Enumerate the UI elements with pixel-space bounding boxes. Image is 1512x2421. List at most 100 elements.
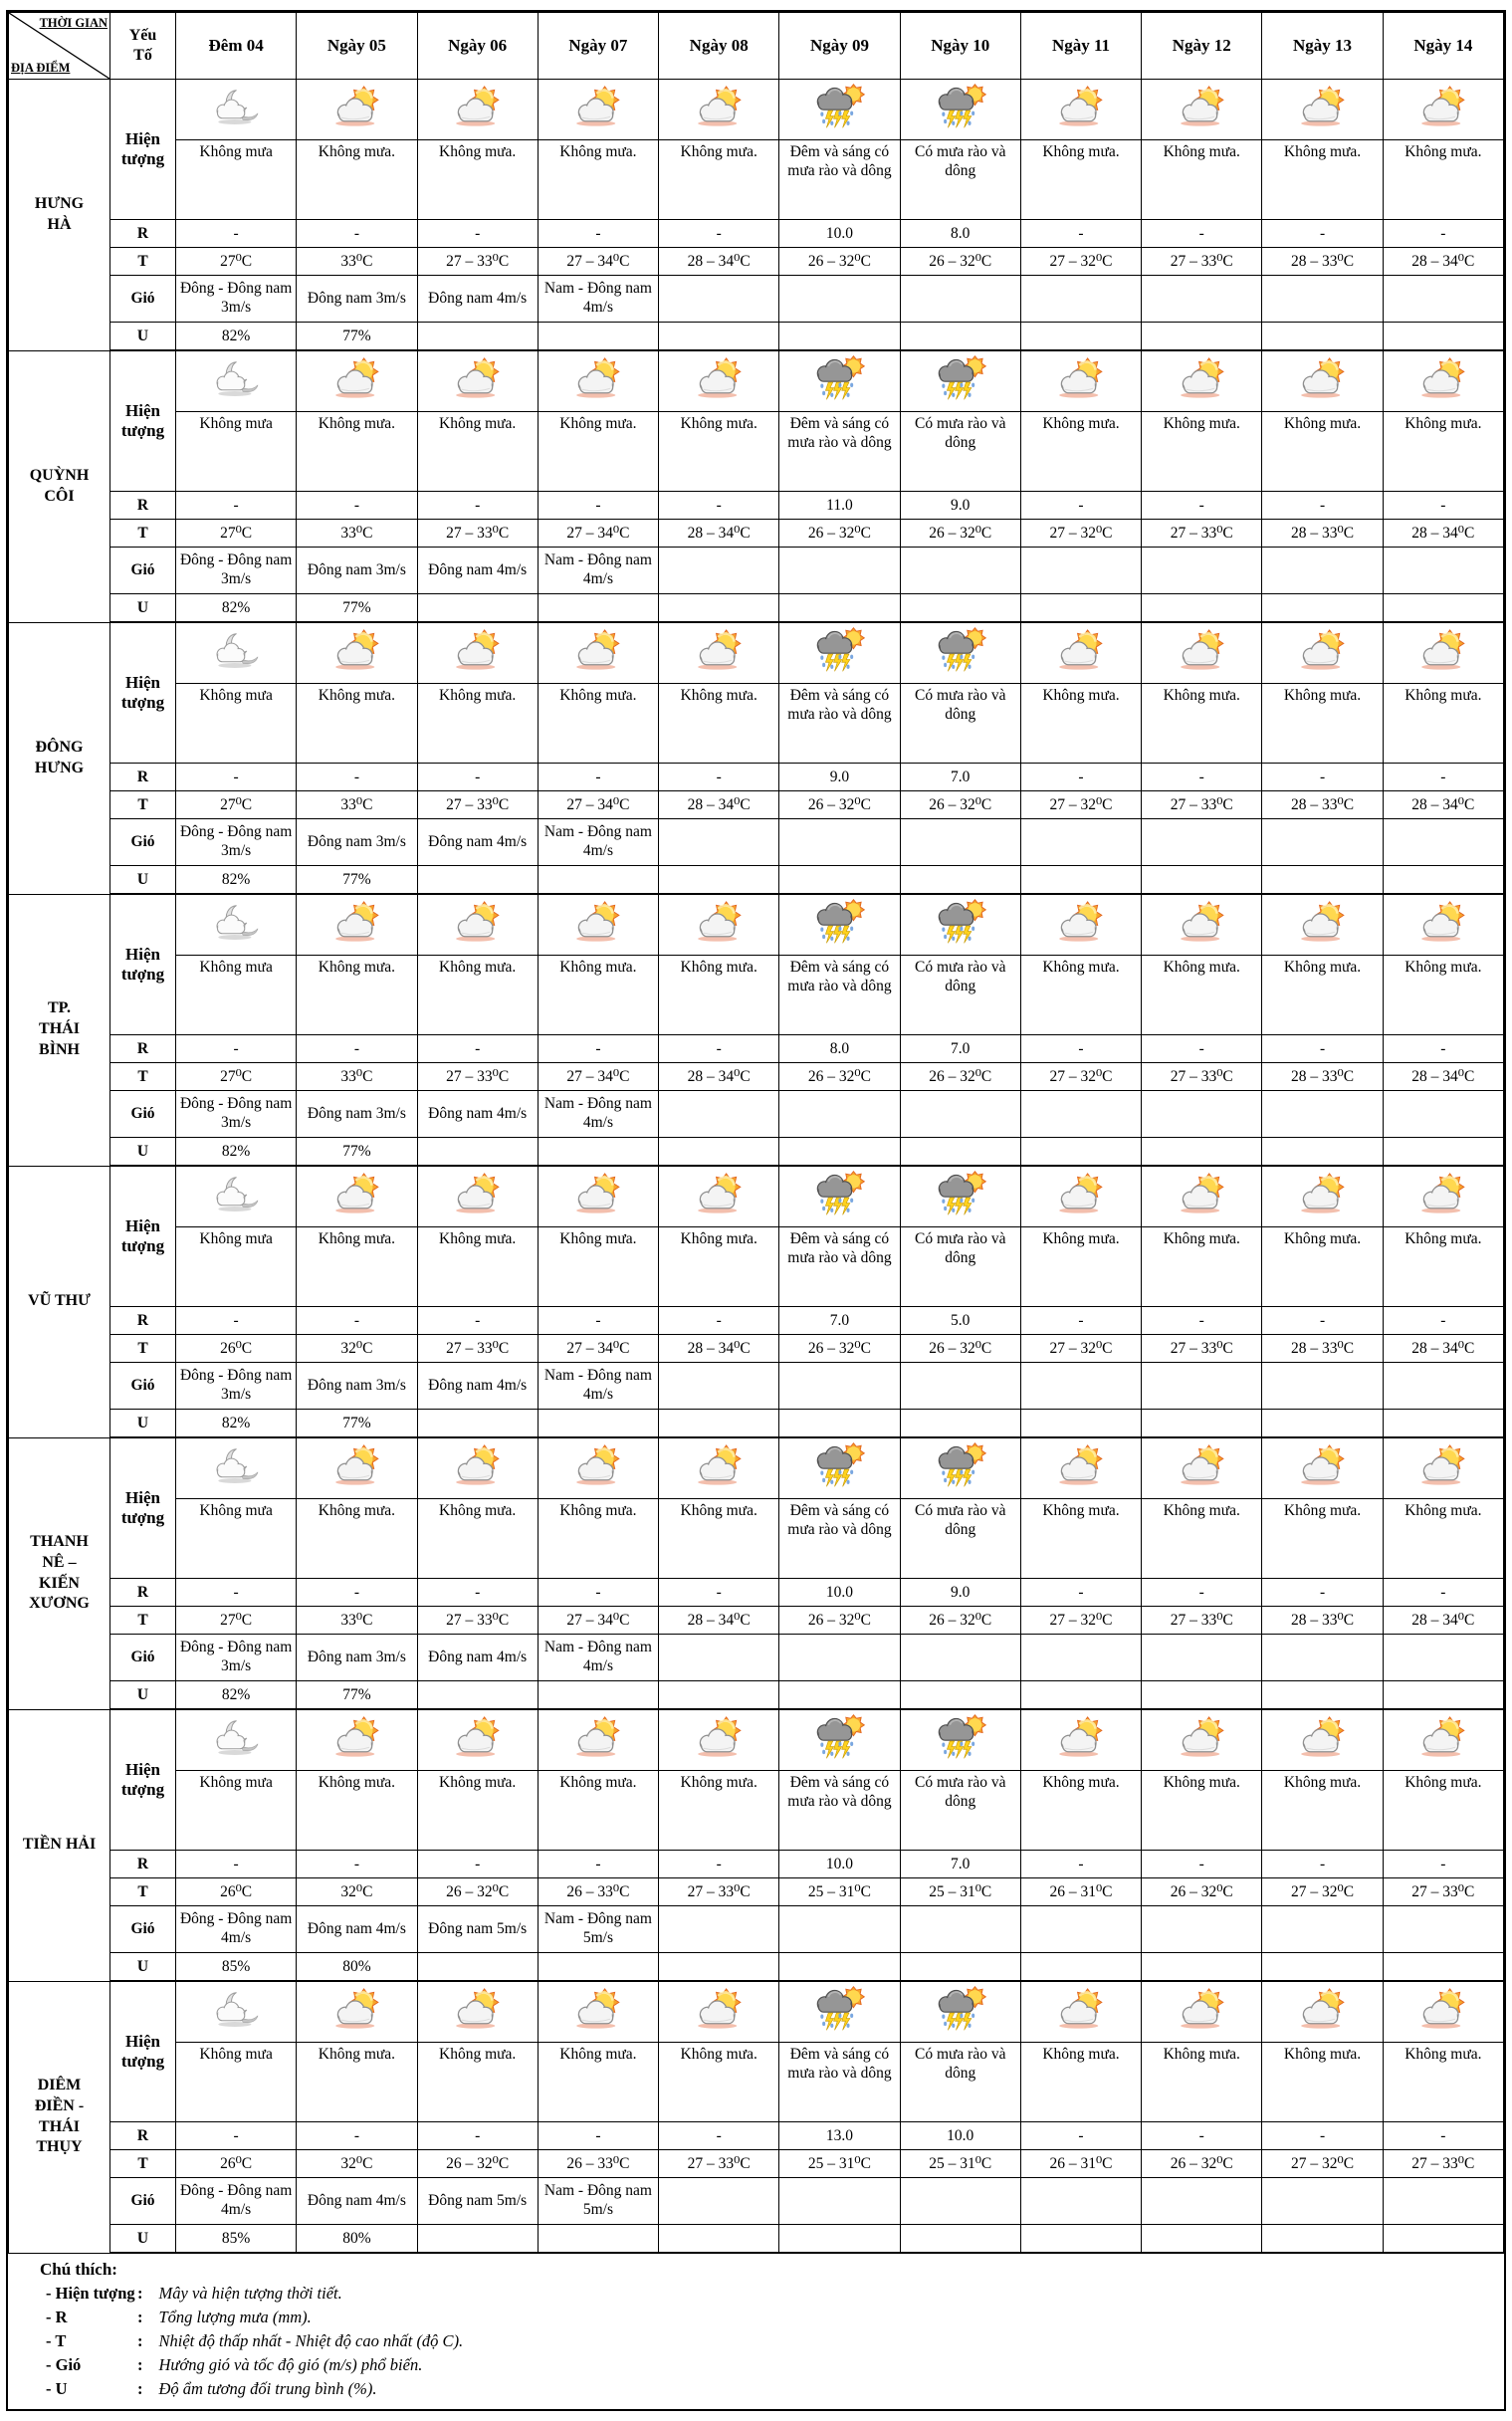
humidity-value — [416, 1680, 539, 1710]
temperature-value: 27 – 34⁰C — [537, 519, 660, 548]
phenomenon-text: Không mưa. — [1382, 2042, 1505, 2122]
humidity-value — [1019, 2224, 1143, 2254]
row-label-wind: Gió — [109, 1634, 176, 1681]
legend-title: Chú thích: — [40, 2260, 117, 2279]
row-label-temperature: T — [109, 247, 176, 276]
phenomenon-icon-cell — [778, 893, 901, 956]
phenomenon-icon-cell — [296, 1980, 418, 2043]
wind-value — [778, 2177, 901, 2225]
rain-value: - — [1141, 219, 1263, 248]
sun-cloud-icon — [1294, 1444, 1351, 1487]
temperature-value: 28 – 33⁰C — [1261, 247, 1384, 276]
phenomenon-icon-row: THANH NÊ – KIẾN XƯƠNG Hiện tượng — [8, 1436, 1505, 1710]
phenomenon-icon-cell — [658, 1980, 780, 2043]
rain-row: R - - - - -10.0 7.0- - - - — [9, 1850, 1505, 1878]
humidity-value — [1019, 1680, 1143, 1710]
phenomenon-text-row: Không mưa Không mưa. Không mưa. Không mưa. K… — [9, 1770, 1505, 1851]
rain-value: - — [1261, 2121, 1384, 2150]
legend-term: - R — [46, 2308, 68, 2326]
rain-value: - — [658, 1034, 780, 1063]
phenomenon-icon-row: HƯNG HÀ Hiện tượng — [8, 79, 1505, 351]
wind-value: Đông - Đông nam 3m/s — [174, 275, 298, 323]
rain-value: - — [416, 491, 539, 520]
wind-value: Đông nam 4m/s — [416, 1634, 539, 1681]
rain-value: 10.0 — [778, 1578, 901, 1607]
phenomenon-icon-cell — [658, 1708, 780, 1771]
row-label-humidity: U — [109, 2224, 176, 2254]
phenomenon-icon-cell — [1382, 349, 1505, 412]
temperature-value: 26 – 32⁰C — [778, 790, 901, 819]
rain-value: - — [537, 1306, 660, 1335]
wind-value: Nam - Đông nam 4m/s — [537, 818, 660, 866]
temperature-value: 27 – 32⁰C — [1261, 1877, 1384, 1906]
phenomenon-text: Không mưa — [174, 139, 298, 220]
temperature-value: 27 – 32⁰C — [1019, 1334, 1143, 1363]
phenomenon-icon-cell — [1141, 1708, 1263, 1771]
rain-value: 9.0 — [899, 1578, 1021, 1607]
temperature-value: 28 – 33⁰C — [1261, 1062, 1384, 1091]
humidity-value — [899, 593, 1021, 623]
phenomenon-icon-cell — [1382, 1436, 1505, 1499]
temperature-row: T 26⁰C 32⁰C 27 – 33⁰C 27 – 34⁰C 28 – 34⁰C 26 –… — [9, 1334, 1505, 1363]
row-label-phenomenon: Hiện tượng — [109, 621, 176, 764]
humidity-value — [1261, 865, 1384, 895]
phenomenon-text: Không mưa. — [1382, 1770, 1505, 1851]
temperature-value: 26 – 32⁰C — [899, 1606, 1021, 1635]
sun-cloud-icon — [569, 1173, 626, 1215]
temperature-value: 26 – 32⁰C — [416, 1877, 539, 1906]
humidity-value — [1382, 322, 1505, 351]
phenomenon-icon-cell — [1382, 621, 1505, 684]
sun-cloud-icon — [691, 901, 748, 944]
wind-value — [1382, 275, 1505, 323]
sun-cloud-icon — [1174, 1988, 1230, 2031]
phenomenon-text: Không mưa. — [1382, 1498, 1505, 1579]
rain-row: R - - - - -13.0 10.0- - - - — [9, 2121, 1505, 2150]
rain-value: - — [174, 1850, 298, 1878]
wind-value: Đông nam 4m/s — [416, 275, 539, 323]
legend-term: - Hiện tượng — [46, 2284, 135, 2303]
phenomenon-icon-cell — [658, 79, 780, 140]
wind-row: Gió Đông - Đông nam 3m/s Đông nam 3m/s Đông… — [9, 547, 1505, 594]
sun-cloud-icon — [691, 357, 748, 400]
sun-cloud-icon — [691, 86, 748, 128]
humidity-value — [537, 1409, 660, 1438]
phenomenon-text: Không mưa. — [537, 1498, 660, 1579]
corner-cell: THỜI GIAN ĐỊA ĐIỂM — [8, 12, 110, 80]
row-label-temperature: T — [109, 1877, 176, 1906]
humidity-value: 77% — [296, 1680, 418, 1710]
phenomenon-icon-cell — [1019, 1436, 1143, 1499]
temperature-value: 33⁰C — [296, 519, 418, 548]
wind-value — [778, 1362, 901, 1410]
wind-value: Đông nam 4m/s — [296, 1905, 418, 1953]
temperature-value: 28 – 34⁰C — [658, 1606, 780, 1635]
phenomenon-text: Không mưa. — [296, 1770, 418, 1851]
temperature-value: 27 – 32⁰C — [1019, 790, 1143, 819]
row-label-temperature: T — [109, 1606, 176, 1635]
wind-value — [1019, 818, 1143, 866]
humidity-value — [1019, 1137, 1143, 1167]
temperature-value: 27⁰C — [174, 247, 298, 276]
temperature-row: T 27⁰C 33⁰C 27 – 33⁰C 27 – 34⁰C 28 – 34⁰C 26 –… — [9, 1062, 1505, 1091]
sun-cloud-icon — [1414, 357, 1471, 400]
row-label-wind: Gió — [109, 1905, 176, 1953]
phenomenon-text: Không mưa. — [1382, 1226, 1505, 1307]
phenomenon-text: Không mưa. — [1141, 139, 1263, 220]
row-label-wind: Gió — [109, 1362, 176, 1410]
rain-value: - — [174, 491, 298, 520]
temperature-value: 28 – 34⁰C — [658, 790, 780, 819]
temperature-value: 26 – 32⁰C — [778, 1334, 901, 1363]
temperature-value: 27⁰C — [174, 519, 298, 548]
phenomenon-text: Đêm và sáng có mưa rào và dông — [778, 139, 901, 220]
phenomenon-text: Đêm và sáng có mưa rào và dông — [778, 955, 901, 1035]
humidity-row: U 82% 77% — [9, 865, 1505, 895]
wind-value: Đông nam 4m/s — [416, 818, 539, 866]
rain-value: 7.0 — [778, 1306, 901, 1335]
phenomenon-text: Có mưa rào và dông — [899, 955, 1021, 1035]
rain-value: - — [1382, 1034, 1505, 1063]
temperature-value: 26 – 32⁰C — [899, 519, 1021, 548]
temperature-value: 25 – 31⁰C — [899, 1877, 1021, 1906]
moon-cloud-icon — [210, 1174, 263, 1215]
phenomenon-icon-cell — [1019, 893, 1143, 956]
legend-item: - Gió: Hướng gió và tốc độ gió (m/s) phổ … — [40, 2355, 1494, 2375]
rain-value: - — [1141, 1850, 1263, 1878]
